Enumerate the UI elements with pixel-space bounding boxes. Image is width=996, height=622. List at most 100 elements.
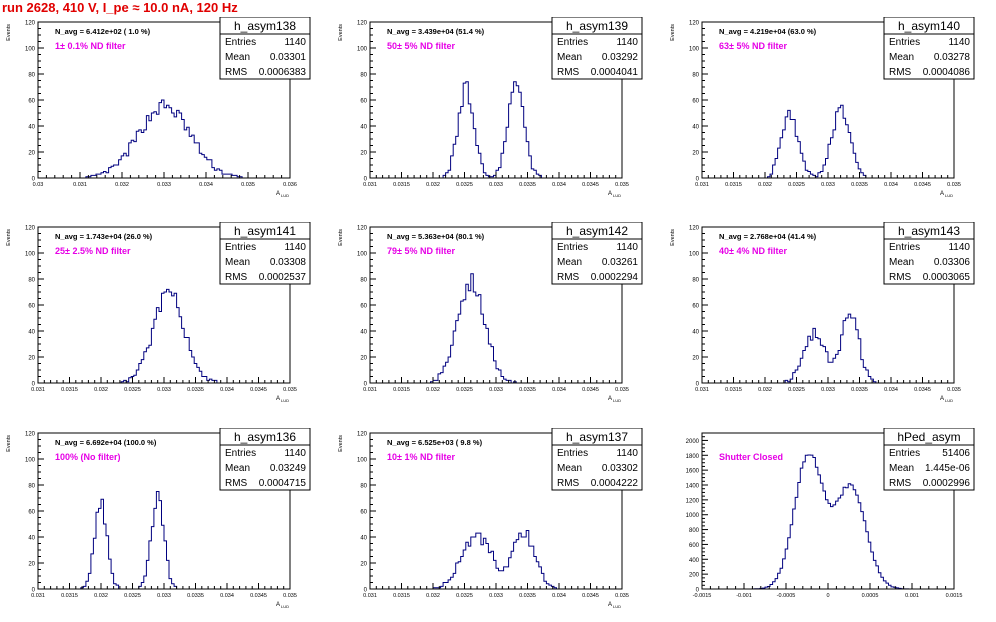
stats-box (219, 17, 311, 80)
y-tick-label: 120 (25, 21, 36, 27)
x-tick-label: 0.032 (115, 182, 129, 188)
y-tick-label: 40 (28, 536, 35, 542)
y-tick-label: 40 (28, 125, 35, 131)
histogram-line (38, 99, 290, 179)
stats-entries-label: Entries (557, 242, 588, 253)
histogram-line (370, 81, 622, 179)
stats-rms-label: RMS (557, 478, 580, 489)
stats-entries-label: Entries (557, 37, 588, 48)
y-tick-label: 120 (25, 226, 36, 232)
histogram-line (702, 454, 954, 590)
y-tick-label: 120 (357, 21, 368, 27)
x-tick-label: 0.035 (947, 182, 961, 188)
stats-mean-value: 1.445e-06 (925, 463, 970, 474)
stats-entries-label: Entries (889, 448, 920, 459)
y-tick-label: 20 (28, 151, 35, 157)
filter-label: 1± 0.1% ND filter (55, 41, 126, 51)
y-tick-label: 40 (360, 125, 367, 131)
y-tick-label: 40 (360, 536, 367, 542)
stats-entries-value: 1140 (616, 448, 638, 459)
x-axis-subscript: LUD (945, 193, 953, 198)
x-axis-title: A (276, 396, 280, 402)
stats-rms-value: 0.0004086 (923, 67, 971, 78)
stats-box (219, 428, 311, 491)
run-title: run 2628, 410 V, I_pe ≈ 10.0 nA, 120 Hz (2, 0, 238, 15)
histogram-name: hPed_asym (897, 430, 960, 444)
x-axis-title: A (940, 396, 944, 402)
histogram-panel-5: 0 20 40 60 80 100 120 0.031 0.0315 0.032 0.0325 0.0… (338, 222, 643, 403)
x-tick-label: 0.034 (884, 387, 898, 393)
stats-entries-value: 1140 (948, 37, 970, 48)
x-tick-label: 0.0345 (914, 182, 931, 188)
x-axis-title: A (276, 602, 280, 608)
y-axis-title: Events (6, 24, 12, 41)
x-tick-label: 0.032 (758, 387, 772, 393)
stats-mean-label: Mean (225, 257, 250, 268)
histogram-panel-6: 0 20 40 60 80 100 120 0.031 0.0315 0.032 0.0325 0.0… (670, 222, 975, 403)
stats-mean-label: Mean (889, 257, 914, 268)
x-tick-label: 0.031 (695, 387, 709, 393)
y-tick-label: 60 (28, 304, 35, 310)
histogram-panel-4: 0 20 40 60 80 100 120 0.031 0.0315 0.032 0.0325 0.0… (6, 222, 311, 403)
x-tick-label: 0.036 (283, 182, 297, 188)
y-axis-title: Events (338, 229, 344, 246)
histogram-name: h_asym137 (566, 430, 628, 444)
stats-entries-value: 1140 (616, 242, 638, 253)
y-axis-title: Events (670, 229, 676, 246)
x-tick-label: 0.0315 (393, 182, 410, 188)
y-tick-label: 80 (28, 278, 35, 284)
x-tick-label: 0.0335 (187, 387, 204, 393)
y-tick-label: 1000 (686, 513, 700, 519)
x-tick-label: 0.034 (220, 593, 234, 599)
x-tick-label: 0.035 (283, 387, 297, 393)
x-axis-title: A (608, 602, 612, 608)
y-tick-label: 20 (28, 562, 35, 568)
stats-mean-label: Mean (557, 463, 582, 474)
y-tick-label: 2000 (686, 439, 700, 445)
y-tick-label: 40 (692, 125, 699, 131)
n-avg-label: N_avg = 5.363e+04 (80.1 %) (387, 232, 485, 241)
histogram-panel-2: 0 20 40 60 80 100 120 0.031 0.0315 0.032 0.0325 0.0… (338, 17, 643, 198)
y-tick-label: 60 (360, 99, 367, 105)
x-tick-label: 0.032 (758, 182, 772, 188)
stats-box (883, 17, 975, 80)
histogram-name: h_asym141 (234, 224, 296, 238)
y-tick-label: 100 (25, 458, 36, 464)
y-tick-label: 100 (689, 47, 700, 53)
x-tick-label: 0.032 (426, 182, 440, 188)
filter-label: 25± 2.5% ND filter (55, 246, 131, 256)
x-tick-label: 0 (826, 593, 829, 599)
y-tick-label: 200 (689, 573, 700, 579)
filter-label: 79± 5% ND filter (387, 246, 455, 256)
x-tick-label: 0.0335 (851, 182, 868, 188)
stats-rms-value: 0.0004715 (259, 478, 307, 489)
x-tick-label: 0.0335 (519, 593, 536, 599)
x-tick-label: 0.033 (821, 182, 835, 188)
histogram-name: h_asym143 (898, 224, 960, 238)
y-axis-title: Events (6, 229, 12, 246)
x-tick-label: 0.0345 (914, 387, 931, 393)
y-axis-title: Events (338, 24, 344, 41)
y-tick-label: 60 (28, 99, 35, 105)
x-tick-label: 0.0315 (725, 387, 742, 393)
x-tick-label: 0.0325 (456, 387, 473, 393)
n-avg-label: N_avg = 6.412e+02 ( 1.0 %) (55, 27, 151, 36)
x-axis-subscript: LUD (613, 398, 621, 403)
filter-label: 10± 1% ND filter (387, 452, 455, 462)
stats-mean-value: 0.03302 (602, 463, 639, 474)
stats-rms-label: RMS (225, 272, 248, 283)
stats-rms-label: RMS (225, 67, 248, 78)
filter-label: 50± 5% ND filter (387, 41, 455, 51)
x-tick-label: 0.0315 (61, 593, 78, 599)
x-tick-label: 0.0345 (582, 593, 599, 599)
y-tick-label: 0 (696, 588, 700, 594)
x-axis-subscript: LUD (281, 398, 289, 403)
stats-entries-label: Entries (557, 448, 588, 459)
stats-box (883, 222, 975, 285)
x-tick-label: 0.034 (552, 593, 566, 599)
filter-label: 100% (No filter) (55, 452, 121, 462)
histogram-name: h_asym140 (898, 19, 960, 33)
histogram-name: h_asym142 (566, 224, 628, 238)
y-tick-label: 100 (357, 252, 368, 258)
stats-entries-value: 1140 (948, 242, 970, 253)
